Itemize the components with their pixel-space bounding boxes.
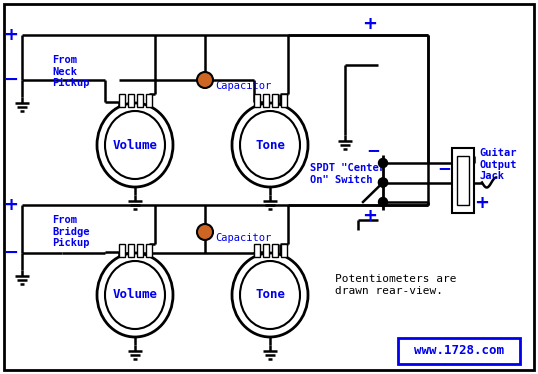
Ellipse shape (232, 253, 308, 337)
Bar (263, 94, 268, 107)
Bar (145, 244, 152, 257)
Bar (253, 244, 259, 257)
Bar (137, 94, 143, 107)
Ellipse shape (232, 103, 308, 187)
Text: +: + (363, 207, 378, 225)
Text: Tone: Tone (255, 288, 285, 301)
Text: Volume: Volume (112, 288, 158, 301)
Text: +: + (363, 15, 378, 33)
Text: Potentiometers are
drawn rear-view.: Potentiometers are drawn rear-view. (335, 274, 457, 296)
Text: +: + (3, 196, 18, 214)
Circle shape (197, 72, 213, 88)
Bar (107, 282, 164, 315)
Bar (280, 94, 287, 107)
Circle shape (379, 197, 387, 206)
Bar (272, 94, 278, 107)
Bar (253, 94, 259, 107)
Bar (137, 244, 143, 257)
Text: Volume: Volume (112, 138, 158, 151)
Ellipse shape (97, 103, 173, 187)
Ellipse shape (105, 261, 165, 329)
Circle shape (379, 159, 387, 168)
Text: Tone: Tone (255, 138, 285, 151)
Text: +: + (3, 26, 18, 44)
Bar (263, 244, 268, 257)
Bar (128, 244, 133, 257)
Ellipse shape (240, 261, 300, 329)
Bar (242, 282, 299, 315)
Text: Capacitor: Capacitor (215, 81, 271, 91)
Text: −: − (3, 244, 18, 262)
Bar (107, 132, 164, 165)
Text: −: − (366, 141, 380, 159)
Bar (128, 94, 133, 107)
FancyBboxPatch shape (398, 338, 520, 364)
Bar (452, 148, 474, 213)
Bar (280, 244, 287, 257)
Text: Capacitor: Capacitor (215, 233, 271, 243)
Circle shape (197, 224, 213, 240)
Bar (118, 94, 124, 107)
Bar (118, 244, 124, 257)
Circle shape (379, 178, 387, 187)
Text: SPDT "Center
On" Switch: SPDT "Center On" Switch (310, 163, 385, 185)
Ellipse shape (105, 111, 165, 179)
Text: +: + (475, 194, 490, 212)
Bar (457, 156, 469, 205)
Bar (272, 244, 278, 257)
Text: Guitar
Output
Jack: Guitar Output Jack (479, 148, 516, 181)
Text: From
Neck
Pickup: From Neck Pickup (52, 55, 89, 88)
Text: www.1728.com: www.1728.com (414, 344, 504, 358)
Ellipse shape (240, 111, 300, 179)
Text: −: − (437, 159, 451, 177)
Bar (145, 94, 152, 107)
Ellipse shape (97, 253, 173, 337)
Text: −: − (3, 71, 18, 89)
Circle shape (379, 178, 387, 187)
Bar (242, 132, 299, 165)
Text: From
Bridge
Pickup: From Bridge Pickup (52, 215, 89, 248)
